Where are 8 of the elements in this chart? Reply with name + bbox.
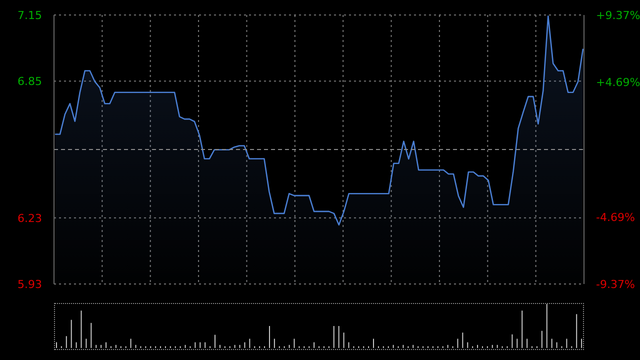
y2-tick-label: +9.37% — [596, 9, 640, 22]
y-tick-label: 5.93 — [18, 278, 42, 291]
y2-tick-label: -9.37% — [596, 278, 635, 291]
y2-tick-label: -4.69% — [596, 210, 635, 224]
y-tick-label: 6.23 — [18, 212, 42, 225]
y-tick-label: 7.15 — [18, 9, 42, 22]
y2-tick-label: +4.69% — [596, 76, 640, 90]
y-tick-label: 6.85 — [18, 75, 42, 88]
